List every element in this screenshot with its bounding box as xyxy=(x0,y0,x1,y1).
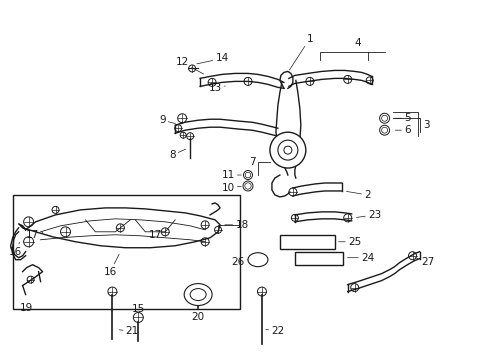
Bar xyxy=(279,235,334,249)
Ellipse shape xyxy=(247,253,267,267)
Text: 14: 14 xyxy=(197,54,228,64)
Text: 18: 18 xyxy=(224,220,248,230)
Text: 21: 21 xyxy=(119,327,139,336)
Text: 17: 17 xyxy=(26,230,43,240)
Circle shape xyxy=(269,132,305,168)
Text: 10: 10 xyxy=(221,183,241,193)
Text: 17: 17 xyxy=(148,230,165,240)
Text: 6: 6 xyxy=(394,125,410,135)
Bar xyxy=(13,195,240,310)
Text: 12: 12 xyxy=(175,58,203,74)
Text: 11: 11 xyxy=(221,170,241,180)
Text: 23: 23 xyxy=(356,210,381,220)
Bar xyxy=(294,252,342,265)
Text: 1: 1 xyxy=(289,33,312,70)
Text: 13: 13 xyxy=(208,84,225,93)
Text: 25: 25 xyxy=(338,237,361,247)
Text: 8: 8 xyxy=(168,149,185,160)
Ellipse shape xyxy=(190,289,205,301)
Text: 4: 4 xyxy=(354,37,360,48)
Text: 7: 7 xyxy=(248,157,255,167)
Polygon shape xyxy=(19,208,220,248)
Text: 16: 16 xyxy=(9,242,22,257)
Text: 26: 26 xyxy=(231,257,247,267)
Text: 3: 3 xyxy=(422,120,429,130)
Text: 20: 20 xyxy=(191,312,204,323)
Text: 15: 15 xyxy=(131,305,144,315)
Text: 9: 9 xyxy=(159,115,175,125)
Text: 19: 19 xyxy=(20,302,33,312)
Text: 5: 5 xyxy=(394,113,410,123)
Text: 27: 27 xyxy=(415,257,433,267)
Text: 24: 24 xyxy=(347,253,373,263)
Text: 16: 16 xyxy=(103,254,119,276)
Ellipse shape xyxy=(184,284,212,306)
Text: 22: 22 xyxy=(265,327,284,336)
Text: 2: 2 xyxy=(346,190,370,200)
